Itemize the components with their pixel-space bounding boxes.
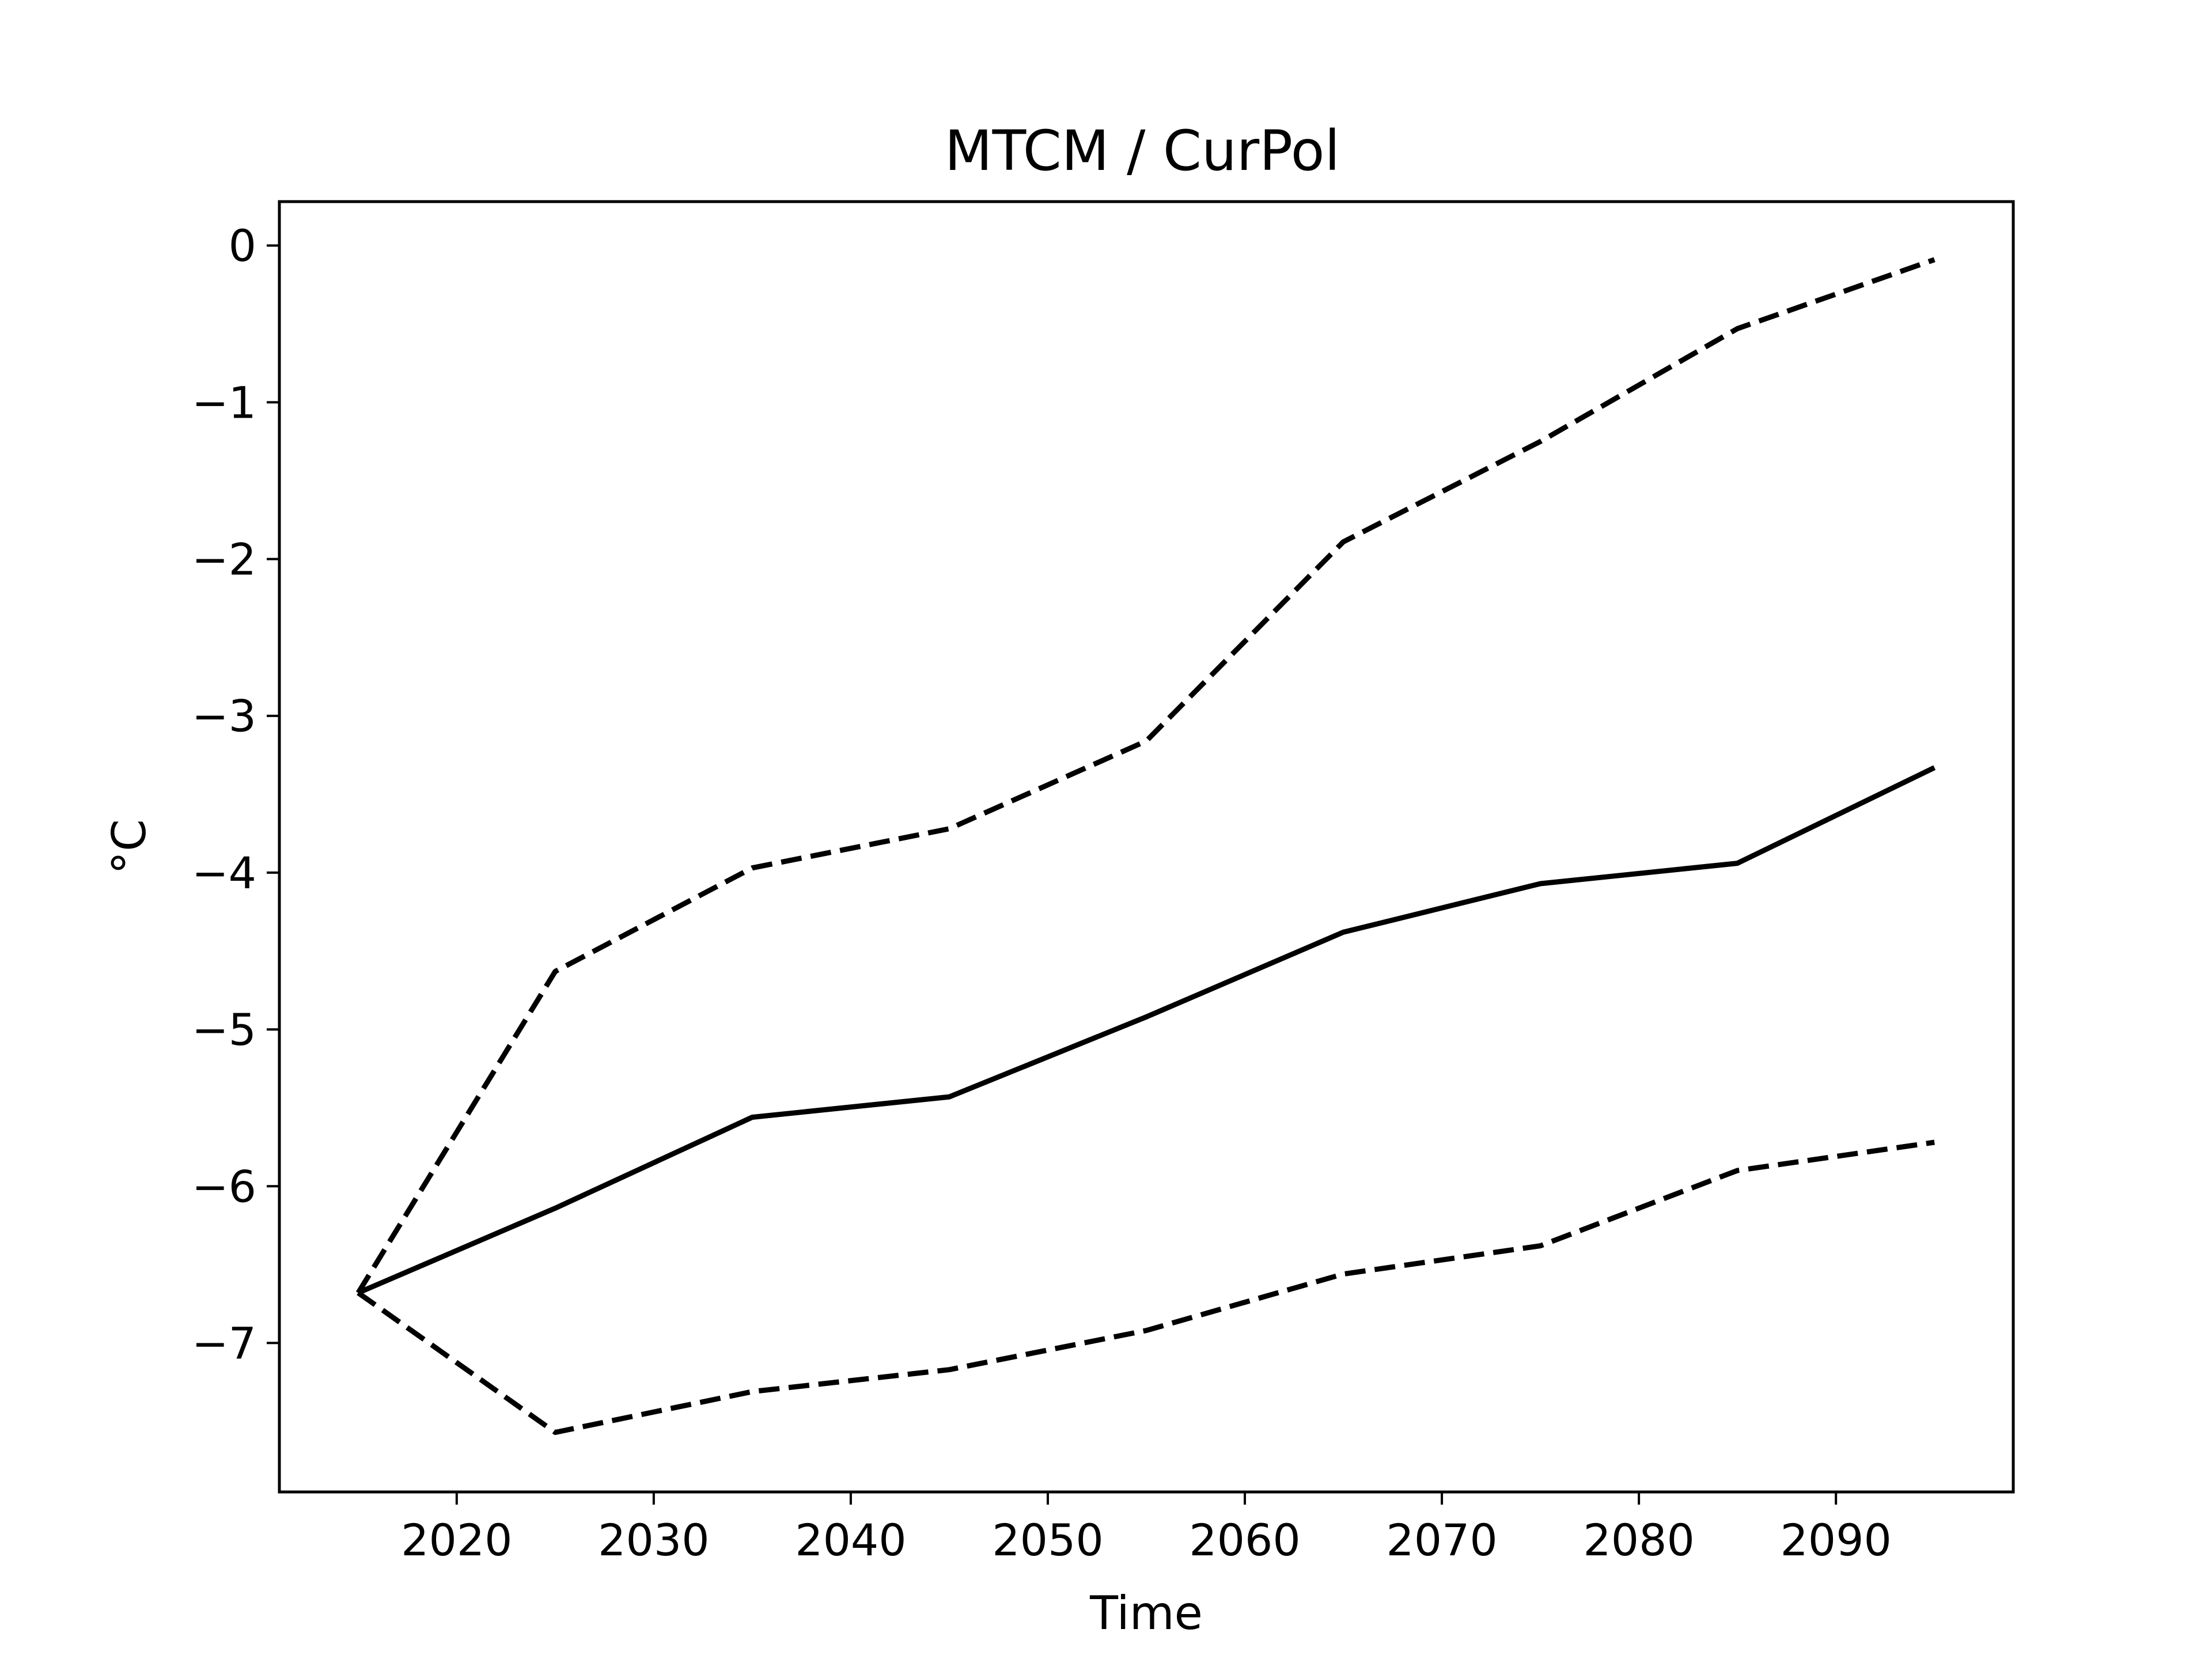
y-tick-label: −6 [192, 1161, 256, 1212]
solid-series-line-0 [357, 765, 1936, 1296]
x-tick-label: 2030 [598, 1514, 709, 1566]
y-tick-label: −2 [192, 534, 256, 585]
y-tick-label: −3 [192, 691, 256, 742]
x-tick-label: 2070 [1386, 1514, 1497, 1566]
x-tick-label: 2060 [1189, 1514, 1300, 1566]
dashed-series-line-2 [357, 1139, 1935, 1435]
x-tick-label: 2090 [1780, 1514, 1891, 1566]
x-axis: 2020 2030 2040 2050 2060 2070 2080 2090 [401, 1492, 1892, 1566]
chart-title: MTCM / CurPol [945, 119, 1340, 183]
plot-frame [278, 200, 2015, 1494]
y-tick-label: 0 [229, 220, 256, 271]
y-tick-label: −5 [192, 1004, 256, 1055]
x-tick-label: 2080 [1583, 1514, 1694, 1566]
x-tick-label: 2040 [795, 1514, 906, 1566]
y-tick-label: −1 [192, 377, 256, 428]
series-layer [355, 257, 1936, 1435]
x-tick-label: 2020 [401, 1514, 512, 1566]
y-tick-label: −4 [192, 847, 256, 899]
y-axis-label: °C [103, 819, 156, 874]
y-tick-label: −7 [192, 1317, 256, 1369]
dashed-series-line-1 [355, 257, 1936, 1294]
y-axis: 0 −1 −2 −3 −4 −5 −6 −7 [192, 220, 279, 1369]
x-tick-label: 2050 [992, 1514, 1103, 1566]
x-axis-label: Time [1089, 1586, 1203, 1640]
